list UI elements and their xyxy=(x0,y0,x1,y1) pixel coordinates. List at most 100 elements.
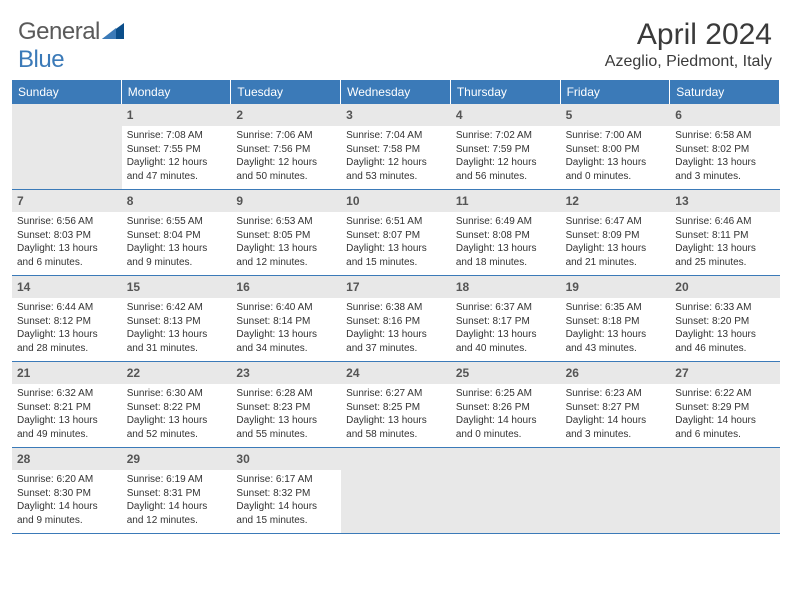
day-number: 8 xyxy=(127,194,134,208)
sunset-text: Sunset: 8:31 PM xyxy=(127,487,227,501)
sunrise-text: Sunrise: 6:42 AM xyxy=(127,301,227,315)
daylight-text: Daylight: 13 hours xyxy=(675,242,775,256)
sunset-text: Sunset: 8:11 PM xyxy=(675,229,775,243)
daynum-row: 16 xyxy=(231,276,341,298)
day-cell: 10 Sunrise: 6:51 AMSunset: 8:07 PMDayligh… xyxy=(341,190,451,276)
daynum-row: 21 xyxy=(12,362,122,384)
brand-part2: Blue xyxy=(18,46,64,73)
daynum-row: 26 xyxy=(561,362,671,384)
day-cell: 23Sunrise: 6:28 AMSunset: 8:23 PMDayligh… xyxy=(231,362,341,448)
weekday-header: Thursday xyxy=(451,80,561,104)
daylight-text: and 21 minutes. xyxy=(566,256,666,270)
daylight-text: Daylight: 13 hours xyxy=(456,328,556,342)
sunrise-text: Sunrise: 6:19 AM xyxy=(127,473,227,487)
day-number: 17 xyxy=(346,280,359,294)
daylight-text: and 0 minutes. xyxy=(456,428,556,442)
weekday-header: Sunday xyxy=(12,80,122,104)
day-info: Sunrise: 7:06 AMSunset: 7:56 PMDaylight:… xyxy=(236,129,336,183)
sunrise-text: Sunrise: 6:55 AM xyxy=(127,215,227,229)
sunset-text: Sunset: 8:07 PM xyxy=(346,229,446,243)
title-block: April 2024 Azeglio, Piedmont, Italy xyxy=(605,18,780,71)
daylight-text: Daylight: 12 hours xyxy=(236,156,336,170)
sunrise-text: Sunrise: 6:25 AM xyxy=(456,387,556,401)
daylight-text: Daylight: 13 hours xyxy=(17,328,117,342)
daynum-row: 15 xyxy=(122,276,232,298)
day-info: Sunrise: 6:33 AMSunset: 8:20 PMDaylight:… xyxy=(675,301,775,355)
daylight-text: and 9 minutes. xyxy=(17,514,117,528)
daylight-text: Daylight: 13 hours xyxy=(566,242,666,256)
sunrise-text: Sunrise: 6:51 AM xyxy=(346,215,446,229)
calendar-grid: SundayMondayTuesdayWednesdayThursdayFrid… xyxy=(12,80,780,534)
sunrise-text: Sunrise: 6:44 AM xyxy=(17,301,117,315)
day-info: Sunrise: 6:55 AMSunset: 8:04 PMDaylight:… xyxy=(127,215,227,269)
sunrise-text: Sunrise: 6:32 AM xyxy=(17,387,117,401)
daylight-text: Daylight: 14 hours xyxy=(127,500,227,514)
day-cell: 30Sunrise: 6:17 AMSunset: 8:32 PMDayligh… xyxy=(231,448,341,534)
daylight-text: Daylight: 14 hours xyxy=(566,414,666,428)
day-number: 4 xyxy=(456,108,463,122)
daylight-text: and 0 minutes. xyxy=(566,170,666,184)
daylight-text: and 40 minutes. xyxy=(456,342,556,356)
day-info: Sunrise: 6:20 AMSunset: 8:30 PMDaylight:… xyxy=(17,473,117,527)
empty-cell xyxy=(451,448,561,534)
sunset-text: Sunset: 8:21 PM xyxy=(17,401,117,415)
sunset-text: Sunset: 8:09 PM xyxy=(566,229,666,243)
sunset-text: Sunset: 8:23 PM xyxy=(236,401,336,415)
sunset-text: Sunset: 8:20 PM xyxy=(675,315,775,329)
sunset-text: Sunset: 8:08 PM xyxy=(456,229,556,243)
day-number: 27 xyxy=(675,366,688,380)
day-info: Sunrise: 6:25 AMSunset: 8:26 PMDaylight:… xyxy=(456,387,556,441)
empty-cell xyxy=(561,448,671,534)
daylight-text: and 12 minutes. xyxy=(236,256,336,270)
day-info: Sunrise: 6:35 AMSunset: 8:18 PMDaylight:… xyxy=(566,301,666,355)
sunset-text: Sunset: 8:05 PM xyxy=(236,229,336,243)
day-info: Sunrise: 6:30 AMSunset: 8:22 PMDaylight:… xyxy=(127,387,227,441)
day-info: Sunrise: 6:53 AMSunset: 8:05 PMDaylight:… xyxy=(236,215,336,269)
day-cell: 21Sunrise: 6:32 AMSunset: 8:21 PMDayligh… xyxy=(12,362,122,448)
daylight-text: Daylight: 13 hours xyxy=(17,242,117,256)
sunset-text: Sunset: 8:30 PM xyxy=(17,487,117,501)
empty-cell xyxy=(12,104,122,190)
day-info: Sunrise: 7:02 AMSunset: 7:59 PMDaylight:… xyxy=(456,129,556,183)
empty-cell xyxy=(341,448,451,534)
sunrise-text: Sunrise: 6:28 AM xyxy=(236,387,336,401)
daylight-text: Daylight: 13 hours xyxy=(456,242,556,256)
sunrise-text: Sunrise: 7:02 AM xyxy=(456,129,556,143)
day-number: 24 xyxy=(346,366,359,380)
day-number: 5 xyxy=(566,108,573,122)
daylight-text: and 15 minutes. xyxy=(346,256,446,270)
daylight-text: Daylight: 13 hours xyxy=(566,328,666,342)
day-number: 3 xyxy=(346,108,353,122)
day-number: 11 xyxy=(456,194,469,208)
location-text: Azeglio, Piedmont, Italy xyxy=(605,53,772,71)
daylight-text: Daylight: 12 hours xyxy=(346,156,446,170)
day-info: Sunrise: 6:44 AMSunset: 8:12 PMDaylight:… xyxy=(17,301,117,355)
day-number: 25 xyxy=(456,366,469,380)
day-cell: 12Sunrise: 6:47 AMSunset: 8:09 PMDayligh… xyxy=(561,190,671,276)
daynum-row: 14 xyxy=(12,276,122,298)
weekday-header: Wednesday xyxy=(341,80,451,104)
daylight-text: and 28 minutes. xyxy=(17,342,117,356)
day-cell: 11Sunrise: 6:49 AMSunset: 8:08 PMDayligh… xyxy=(451,190,561,276)
day-number: 30 xyxy=(236,452,249,466)
sunset-text: Sunset: 8:18 PM xyxy=(566,315,666,329)
day-number: 12 xyxy=(566,194,579,208)
day-info: Sunrise: 6:46 AMSunset: 8:11 PMDaylight:… xyxy=(675,215,775,269)
day-number: 19 xyxy=(566,280,579,294)
daylight-text: Daylight: 13 hours xyxy=(346,242,446,256)
day-cell: 25 Sunrise: 6:25 AMSunset: 8:26 PMDayligh… xyxy=(451,362,561,448)
sunset-text: Sunset: 7:58 PM xyxy=(346,143,446,157)
day-cell: 22Sunrise: 6:30 AMSunset: 8:22 PMDayligh… xyxy=(122,362,232,448)
sunset-text: Sunset: 7:59 PM xyxy=(456,143,556,157)
daylight-text: and 53 minutes. xyxy=(346,170,446,184)
daynum-row: 10 xyxy=(341,190,451,212)
day-cell: 29Sunrise: 6:19 AMSunset: 8:31 PMDayligh… xyxy=(122,448,232,534)
daylight-text: and 3 minutes. xyxy=(675,170,775,184)
daylight-text: Daylight: 13 hours xyxy=(346,328,446,342)
day-number: 18 xyxy=(456,280,469,294)
sunrise-text: Sunrise: 6:53 AM xyxy=(236,215,336,229)
daylight-text: and 6 minutes. xyxy=(675,428,775,442)
sunrise-text: Sunrise: 7:04 AM xyxy=(346,129,446,143)
sunset-text: Sunset: 8:32 PM xyxy=(236,487,336,501)
day-number: 15 xyxy=(127,280,140,294)
